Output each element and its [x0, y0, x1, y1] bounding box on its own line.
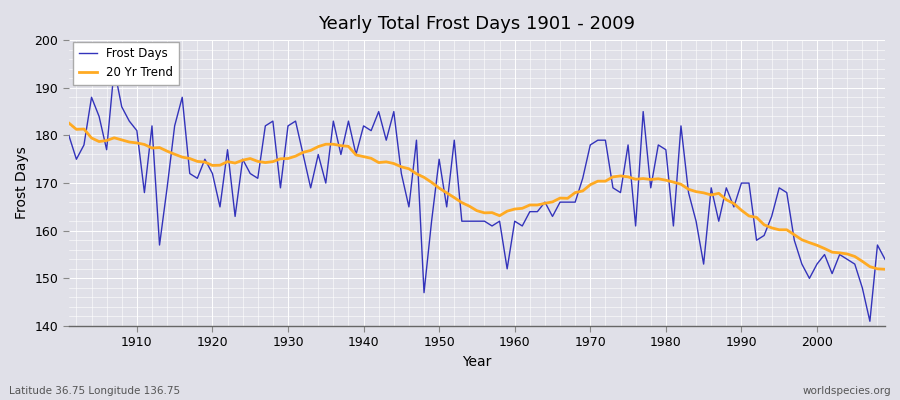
- 20 Yr Trend: [336, 143, 346, 148]
- Frost Days: [343, 119, 354, 124]
- Frost Days: [131, 128, 142, 133]
- Y-axis label: Frost Days: Frost Days: [15, 147, 29, 220]
- Line: 20 Yr Trend: 20 Yr Trend: [68, 123, 885, 269]
- Text: Latitude 36.75 Longitude 136.75: Latitude 36.75 Longitude 136.75: [9, 386, 180, 396]
- 20 Yr Trend: [124, 140, 135, 144]
- 20 Yr Trend: [509, 207, 520, 212]
- Frost Days: [509, 219, 520, 224]
- Frost Days: [879, 257, 890, 262]
- Line: Frost Days: Frost Days: [68, 69, 885, 321]
- Title: Yearly Total Frost Days 1901 - 2009: Yearly Total Frost Days 1901 - 2009: [319, 15, 635, 33]
- Legend: Frost Days, 20 Yr Trend: Frost Days, 20 Yr Trend: [73, 42, 179, 85]
- Frost Days: [865, 319, 876, 324]
- Text: worldspecies.org: worldspecies.org: [803, 386, 891, 396]
- 20 Yr Trend: [600, 179, 611, 184]
- 20 Yr Trend: [879, 267, 890, 272]
- 20 Yr Trend: [290, 154, 301, 158]
- X-axis label: Year: Year: [463, 355, 491, 369]
- Frost Days: [608, 186, 618, 190]
- 20 Yr Trend: [502, 209, 513, 214]
- Frost Days: [517, 224, 527, 228]
- Frost Days: [109, 66, 120, 71]
- Frost Days: [298, 152, 309, 157]
- Frost Days: [63, 133, 74, 138]
- 20 Yr Trend: [63, 121, 74, 126]
